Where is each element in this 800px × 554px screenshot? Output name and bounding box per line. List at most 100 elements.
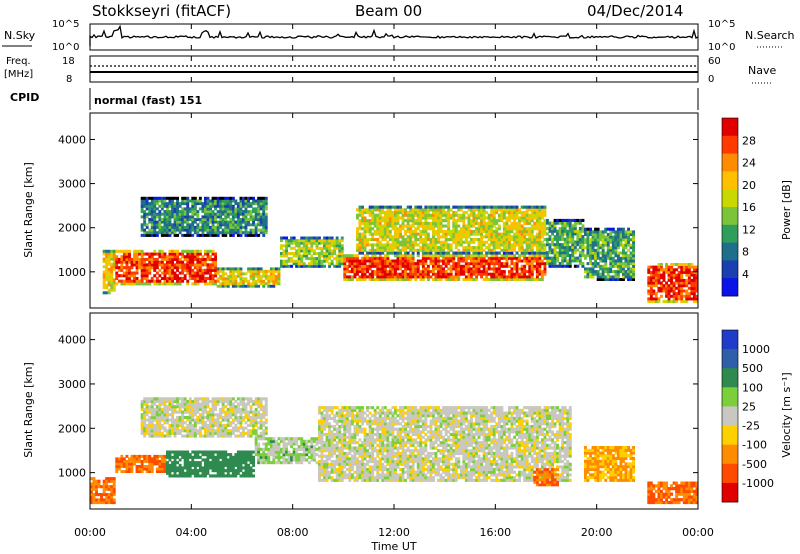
power-cell (171, 279, 174, 283)
vel-cell (224, 453, 228, 457)
vel-cell (274, 455, 278, 459)
vel-cell (325, 416, 329, 420)
vel-cell (257, 458, 261, 462)
power-cell (594, 230, 597, 234)
power-cell (388, 270, 392, 274)
vel-cell (188, 463, 192, 467)
power-cell (426, 264, 430, 268)
power-cell (373, 221, 377, 225)
vel-cell (269, 439, 273, 443)
power-cell (530, 227, 534, 231)
power-cell (318, 254, 321, 258)
power-cell (163, 196, 167, 200)
power-cell (429, 243, 433, 247)
power-cell (366, 275, 369, 279)
power-cell (388, 272, 392, 276)
power-cell (242, 272, 245, 276)
power-cell (421, 256, 425, 260)
power-cell (434, 272, 438, 276)
power-cell (421, 208, 425, 212)
power-cell (409, 219, 413, 223)
vel-cell (302, 453, 306, 457)
power-cell (110, 267, 114, 271)
power-cell (680, 281, 684, 285)
vel-cell (231, 455, 235, 459)
power-cell (553, 227, 557, 231)
vel-cell (105, 482, 109, 486)
power-cell (487, 216, 491, 220)
vel-cell (95, 490, 98, 494)
power-cell (616, 235, 620, 239)
power-cell (540, 208, 544, 212)
power-cell (112, 252, 116, 256)
power-cell (487, 272, 491, 276)
vel-cell (196, 471, 200, 475)
power-cell (168, 257, 172, 261)
power-cell (242, 225, 245, 229)
power-cell (295, 244, 299, 248)
vel-cell (295, 447, 299, 451)
power-cell (244, 199, 248, 203)
power-cell (163, 276, 167, 280)
power-cell (604, 238, 608, 242)
power-cell (188, 260, 192, 264)
power-cell (652, 276, 656, 280)
power-cell (437, 216, 440, 220)
power-cell (454, 213, 458, 217)
power-cell (467, 270, 471, 274)
power-cell (485, 262, 489, 266)
power-cell (421, 213, 425, 217)
power-cell (191, 218, 195, 221)
vel-cell (312, 437, 316, 441)
power-cell (221, 269, 225, 273)
power-cell (439, 275, 443, 279)
power-cell (262, 207, 266, 211)
vel-cell (95, 493, 98, 497)
power-cell (193, 276, 197, 280)
power-cell (394, 229, 397, 233)
power-cell (591, 248, 595, 252)
power-cell (432, 221, 435, 225)
power-cell (434, 213, 438, 217)
power-cell (219, 196, 223, 200)
power-cell (581, 227, 585, 231)
power-cell (568, 218, 572, 222)
power-cell (216, 233, 220, 237)
power-cell (353, 262, 357, 266)
power-cell (457, 259, 461, 263)
power-cell (546, 237, 549, 241)
power-cell (171, 207, 174, 211)
power-cell (616, 259, 620, 263)
power-cell (416, 259, 420, 263)
power-cell (361, 243, 364, 247)
power-cell (399, 254, 402, 258)
power-cell (490, 243, 494, 247)
power-cell (209, 271, 212, 275)
power-cell (259, 279, 263, 283)
power-cell (399, 232, 402, 236)
power-cell (442, 256, 445, 260)
vel-cell (242, 474, 245, 478)
power-cell (196, 257, 200, 261)
power-cell (181, 276, 185, 280)
power-cell (487, 267, 491, 271)
power-cell (576, 235, 580, 239)
power-cell (229, 282, 233, 286)
power-cell (515, 232, 519, 236)
vel-cell (112, 493, 116, 497)
vel-cell (262, 458, 266, 462)
power-cell (649, 297, 653, 301)
power-cell (573, 227, 577, 231)
power-cell (457, 264, 461, 268)
power-cell (665, 268, 668, 272)
power-cell (447, 243, 451, 247)
power-cell (530, 243, 534, 247)
power-cell (604, 256, 608, 260)
vel-cell (107, 493, 111, 497)
vel-cell (105, 495, 109, 499)
power-cell (244, 218, 248, 221)
power-cell (492, 224, 496, 228)
power-cell (528, 208, 532, 212)
power-cell (573, 240, 577, 244)
power-cell (107, 288, 111, 292)
